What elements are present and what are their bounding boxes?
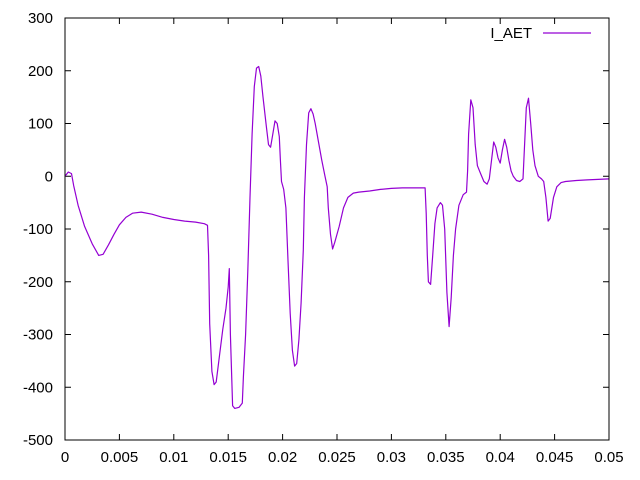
x-tick-label: 0 xyxy=(61,449,69,466)
x-tick-label: 0.04 xyxy=(486,449,515,466)
series-layer xyxy=(64,65,610,409)
x-tick-label: 0.005 xyxy=(101,449,139,466)
x-tick-label: 0.03 xyxy=(377,449,406,466)
x-axis-ticks: 0 0.005 0.01 0.015 0.02 0.025 0.03 0.035 0.04 0.0… xyxy=(61,18,624,466)
x-tick-label: 0.01 xyxy=(159,449,188,466)
y-tick-label: -400 xyxy=(23,379,53,396)
y-tick-label: 200 xyxy=(28,63,53,80)
y-tick-label: -300 xyxy=(23,327,53,344)
y-tick-label: 0 xyxy=(45,168,53,185)
y-axis-ticks: -500 -400 -300 -200 -100 0 100 200 300 xyxy=(23,10,609,449)
x-tick-label: 0.025 xyxy=(318,449,356,466)
y-tick-label: 300 xyxy=(28,10,53,27)
legend-label-i-aet: I_AET xyxy=(490,25,532,42)
y-tick-label: -100 xyxy=(23,221,53,238)
y-tick-label: -500 xyxy=(23,432,53,449)
y-tick-label: 100 xyxy=(28,116,53,133)
x-tick-label: 0.045 xyxy=(536,449,574,466)
series-line-i-aet xyxy=(64,65,610,409)
x-tick-label: 0.02 xyxy=(268,449,297,466)
legend: I_AET xyxy=(490,25,591,42)
y-tick-label: -200 xyxy=(23,274,53,291)
x-tick-label: 0.035 xyxy=(427,449,465,466)
x-tick-label: 0.015 xyxy=(209,449,247,466)
x-tick-label: 0.05 xyxy=(594,449,623,466)
plot-frame xyxy=(64,17,610,441)
